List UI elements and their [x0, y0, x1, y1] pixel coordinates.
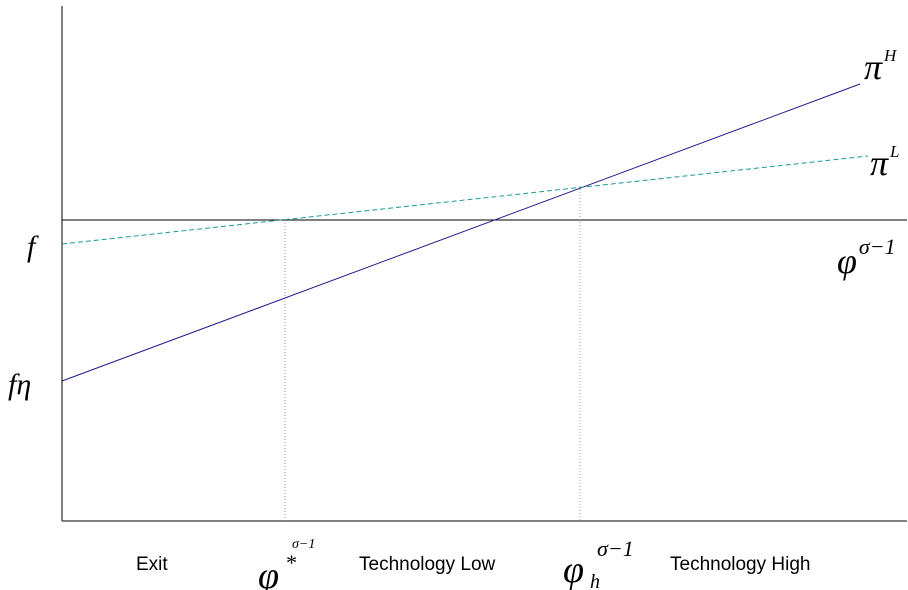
phi-star-exponent: σ−1: [292, 537, 315, 552]
x-axis-label: φσ−1: [837, 234, 896, 281]
pi-L-line: [61, 155, 869, 245]
phi-star-label: φ *: [258, 550, 296, 590]
region-tech-low-label: Technology Low: [359, 554, 496, 575]
region-exit-label: Exit: [136, 554, 168, 575]
f-intercept-label: f: [27, 230, 39, 263]
pi-H-line: [61, 83, 861, 382]
phi-h-exponent: σ−1: [597, 536, 634, 561]
phi-h-label: φ: [563, 549, 584, 590]
f-eta-intercept-label: fη: [8, 368, 31, 401]
phi-h-subscript: h: [590, 571, 600, 590]
region-tech-high-label: Technology High: [670, 554, 810, 575]
